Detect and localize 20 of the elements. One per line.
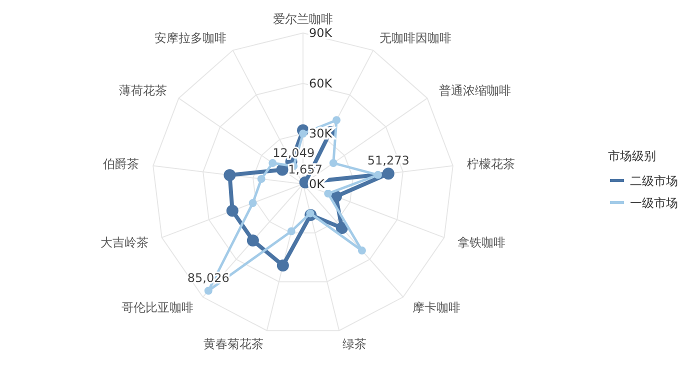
y-tick-label: 60K bbox=[309, 76, 334, 90]
spoke-label: 柠檬花茶 bbox=[466, 157, 515, 172]
spoke-label: 绿茶 bbox=[342, 337, 366, 352]
legend-title: 市场级别 bbox=[608, 149, 656, 163]
spoke-label: 伯爵茶 bbox=[102, 157, 140, 172]
spoke-label: 拿铁咖啡 bbox=[457, 236, 506, 250]
spoke-label: 黄春菊花茶 bbox=[204, 337, 264, 352]
legend-label: 二级市场 bbox=[630, 174, 678, 188]
data-label: 51,273 bbox=[367, 154, 410, 168]
spoke-label: 摩卡咖啡 bbox=[412, 300, 460, 315]
spoke-label: 爱尔兰咖啡 bbox=[273, 12, 333, 26]
spoke-label: 哥伦比亚咖啡 bbox=[122, 300, 194, 315]
spoke-label: 大吉岭茶 bbox=[100, 236, 149, 250]
legend-label: 一级市场 bbox=[630, 196, 678, 210]
data-label: 85,026 bbox=[187, 270, 230, 285]
spoke-label: 安摩拉多咖啡 bbox=[154, 30, 226, 45]
y-tick-label: 90K bbox=[309, 26, 334, 40]
spoke-label: 无咖啡因咖啡 bbox=[380, 30, 452, 45]
spoke-label: 普通浓缩咖啡 bbox=[438, 83, 511, 98]
spoke-label: 薄荷花茶 bbox=[119, 83, 168, 98]
